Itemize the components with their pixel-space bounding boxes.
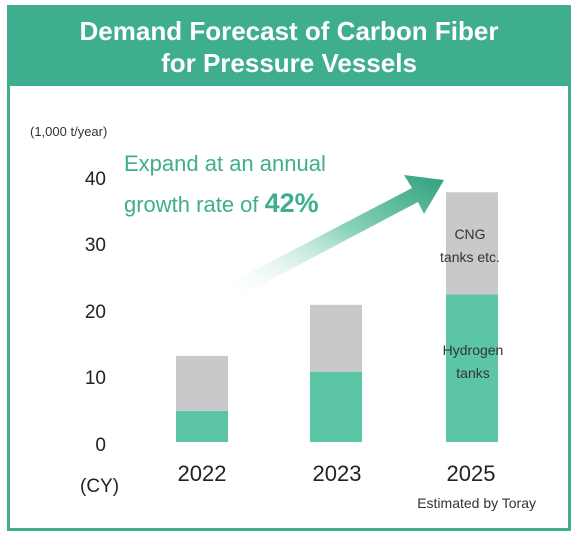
growth-annotation-line-1: Expand at an annual [124, 151, 326, 176]
bar-segment-cng [176, 355, 228, 411]
cng-label-line-2: tanks etc. [440, 249, 500, 265]
growth-annotation-prefix: growth rate of [124, 192, 265, 217]
y-tick-label: 0 [95, 435, 106, 456]
x-category-label: 2023 [313, 461, 362, 486]
y-tick-label: 40 [85, 169, 106, 190]
bar-segment-hydrogen [310, 371, 362, 442]
x-category-label: 2025 [447, 461, 496, 486]
hydrogen-label-line-2: tanks [456, 365, 489, 381]
x-category-label: 2022 [178, 461, 227, 486]
growth-annotation-line-2: growth rate of 42% [124, 188, 319, 218]
hydrogen-label-line-1: Hydrogen [443, 342, 504, 358]
y-tick-label: 20 [85, 302, 106, 323]
bar-segment-hydrogen [176, 410, 228, 442]
title-band: Demand Forecast of Carbon Fiber for Pres… [10, 8, 568, 86]
source-note: Estimated by Toray [417, 495, 536, 511]
growth-rate-value: 42% [265, 188, 319, 218]
growth-arrow [232, 175, 444, 296]
bar-group [176, 192, 498, 442]
bar-segment-cng [310, 304, 362, 372]
bar-segment-hydrogen [446, 294, 498, 442]
y-tick-label: 30 [85, 235, 106, 256]
y-axis-unit: (1,000 t/year) [30, 124, 107, 139]
chart-title-line-1: Demand Forecast of Carbon Fiber [79, 16, 499, 46]
x-axis-unit: (CY) [80, 476, 119, 497]
y-tick-label: 10 [85, 368, 106, 389]
cng-label-line-1: CNG [454, 226, 485, 242]
chart-title-line-2: for Pressure Vessels [161, 48, 417, 78]
bar-segment-cng [446, 192, 498, 295]
